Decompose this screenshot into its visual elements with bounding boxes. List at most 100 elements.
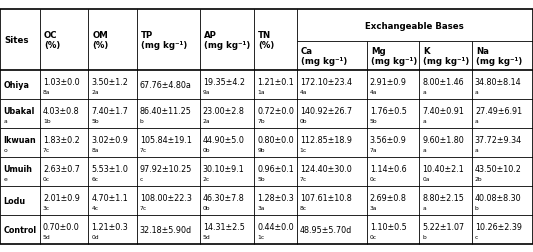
Text: o: o [3, 147, 7, 152]
Text: Ikwuan: Ikwuan [3, 135, 36, 144]
Text: c: c [475, 234, 478, 239]
Text: c: c [140, 176, 143, 181]
Text: a: a [475, 147, 479, 152]
Text: 5d: 5d [203, 234, 211, 239]
Text: 8.00±1.46: 8.00±1.46 [422, 78, 464, 86]
Text: 10.40±2.1: 10.40±2.1 [422, 164, 464, 173]
Text: 4c: 4c [91, 205, 99, 210]
Text: 7a: 7a [370, 147, 377, 152]
Text: 0c: 0c [370, 176, 377, 181]
Text: 1.21±0.1: 1.21±0.1 [257, 78, 294, 86]
Text: 1c: 1c [300, 147, 307, 152]
Text: 2.01±0.9: 2.01±0.9 [43, 193, 80, 202]
Text: 44.90±5.0: 44.90±5.0 [203, 135, 245, 144]
Text: 1b: 1b [43, 118, 51, 123]
Text: a: a [422, 205, 426, 210]
Text: Control: Control [3, 226, 36, 234]
Text: 2.91±0.9: 2.91±0.9 [370, 78, 407, 86]
Text: 7.40±0.91: 7.40±0.91 [422, 106, 464, 115]
Text: 3.50±1.2: 3.50±1.2 [91, 78, 128, 86]
Text: 0a: 0a [422, 176, 430, 181]
Text: 3c: 3c [43, 205, 50, 210]
Text: a: a [422, 147, 426, 152]
Text: 172.10±23.4: 172.10±23.4 [300, 78, 352, 86]
Text: TP
(mg kg⁻¹): TP (mg kg⁻¹) [141, 31, 187, 50]
Text: 107.61±10.8: 107.61±10.8 [300, 193, 351, 202]
Text: OM
(%): OM (%) [92, 31, 109, 50]
Text: 5b: 5b [370, 118, 377, 123]
Text: 0b: 0b [300, 118, 307, 123]
Text: 43.50±10.2: 43.50±10.2 [475, 164, 522, 173]
Text: Ca
(mg kg⁻¹): Ca (mg kg⁻¹) [301, 47, 347, 66]
Text: 46.30±7.8: 46.30±7.8 [203, 193, 245, 202]
Text: Ohiya: Ohiya [3, 81, 29, 90]
Text: b: b [475, 205, 479, 210]
Text: 0c: 0c [370, 234, 377, 239]
Text: 0b: 0b [203, 205, 211, 210]
Text: 32.18±5.90d: 32.18±5.90d [140, 226, 192, 234]
Text: 30.10±9.1: 30.10±9.1 [203, 164, 245, 173]
Text: 8.80±2.15: 8.80±2.15 [422, 193, 464, 202]
Text: 48.95±5.70d: 48.95±5.70d [300, 226, 352, 234]
Text: a: a [422, 89, 426, 94]
Text: 34.80±8.14: 34.80±8.14 [475, 78, 521, 86]
Text: 140.92±26.7: 140.92±26.7 [300, 106, 352, 115]
Text: 1a: 1a [257, 89, 265, 94]
Text: OC
(%): OC (%) [44, 31, 60, 50]
Text: 0.80±0.0: 0.80±0.0 [257, 135, 294, 144]
Text: 4.70±1.1: 4.70±1.1 [91, 193, 128, 202]
Text: 3.56±0.9: 3.56±0.9 [370, 135, 407, 144]
Text: 4a: 4a [300, 89, 307, 94]
Text: Sites: Sites [4, 36, 29, 45]
Text: 2a: 2a [203, 118, 211, 123]
Text: 1.76±0.5: 1.76±0.5 [370, 106, 407, 115]
Text: a: a [475, 89, 479, 94]
Text: 97.92±10.25: 97.92±10.25 [140, 164, 192, 173]
Text: 7c: 7c [140, 147, 147, 152]
Text: b: b [140, 118, 143, 123]
Text: TN
(%): TN (%) [258, 31, 274, 50]
Text: 124.40±30.0: 124.40±30.0 [300, 164, 351, 173]
Text: 8a: 8a [43, 89, 50, 94]
Text: 5b: 5b [91, 118, 99, 123]
Text: 1.28±0.3: 1.28±0.3 [257, 193, 294, 202]
Text: 7c: 7c [140, 205, 147, 210]
Text: 1.14±0.6: 1.14±0.6 [370, 164, 407, 173]
Text: 0.70±0.0: 0.70±0.0 [43, 222, 79, 231]
Text: 2.63±0.7: 2.63±0.7 [43, 164, 80, 173]
Text: 37.72±9.34: 37.72±9.34 [475, 135, 522, 144]
Text: b: b [422, 234, 426, 239]
Text: 9b: 9b [257, 147, 265, 152]
Text: Lodu: Lodu [3, 197, 26, 206]
Text: 7.40±1.7: 7.40±1.7 [91, 106, 128, 115]
Text: 86.40±11.25: 86.40±11.25 [140, 106, 192, 115]
Text: 7b: 7b [257, 118, 265, 123]
Text: 27.49±6.91: 27.49±6.91 [475, 106, 522, 115]
Text: 4.03±0.8: 4.03±0.8 [43, 106, 79, 115]
Text: Mg
(mg kg⁻¹): Mg (mg kg⁻¹) [371, 47, 417, 66]
Text: 0.44±0.0: 0.44±0.0 [257, 222, 294, 231]
Text: 1.83±0.2: 1.83±0.2 [43, 135, 79, 144]
Text: 5d: 5d [43, 234, 51, 239]
Text: e: e [3, 176, 7, 181]
Text: 3.02±0.9: 3.02±0.9 [91, 135, 128, 144]
Text: 1.21±0.3: 1.21±0.3 [91, 222, 128, 231]
Text: 40.08±8.30: 40.08±8.30 [475, 193, 521, 202]
Text: 0c: 0c [43, 176, 50, 181]
Text: 7c: 7c [43, 147, 50, 152]
Text: a: a [475, 118, 479, 123]
Text: 0d: 0d [91, 234, 99, 239]
Text: Na
(mg kg⁻¹): Na (mg kg⁻¹) [476, 47, 522, 66]
Text: 105.84±19.1: 105.84±19.1 [140, 135, 192, 144]
Text: 0.96±0.1: 0.96±0.1 [257, 164, 294, 173]
Text: K
(mg kg⁻¹): K (mg kg⁻¹) [423, 47, 470, 66]
Text: 3a: 3a [257, 205, 264, 210]
Text: 9a: 9a [203, 89, 210, 94]
Text: 1c: 1c [257, 234, 264, 239]
Text: 0.72±0.0: 0.72±0.0 [257, 106, 294, 115]
Text: 8c: 8c [300, 205, 307, 210]
Text: 23.00±2.8: 23.00±2.8 [203, 106, 245, 115]
Text: AP
(mg kg⁻¹): AP (mg kg⁻¹) [204, 31, 250, 50]
Text: 2c: 2c [203, 176, 210, 181]
Text: 10.26±2.39: 10.26±2.39 [475, 222, 522, 231]
